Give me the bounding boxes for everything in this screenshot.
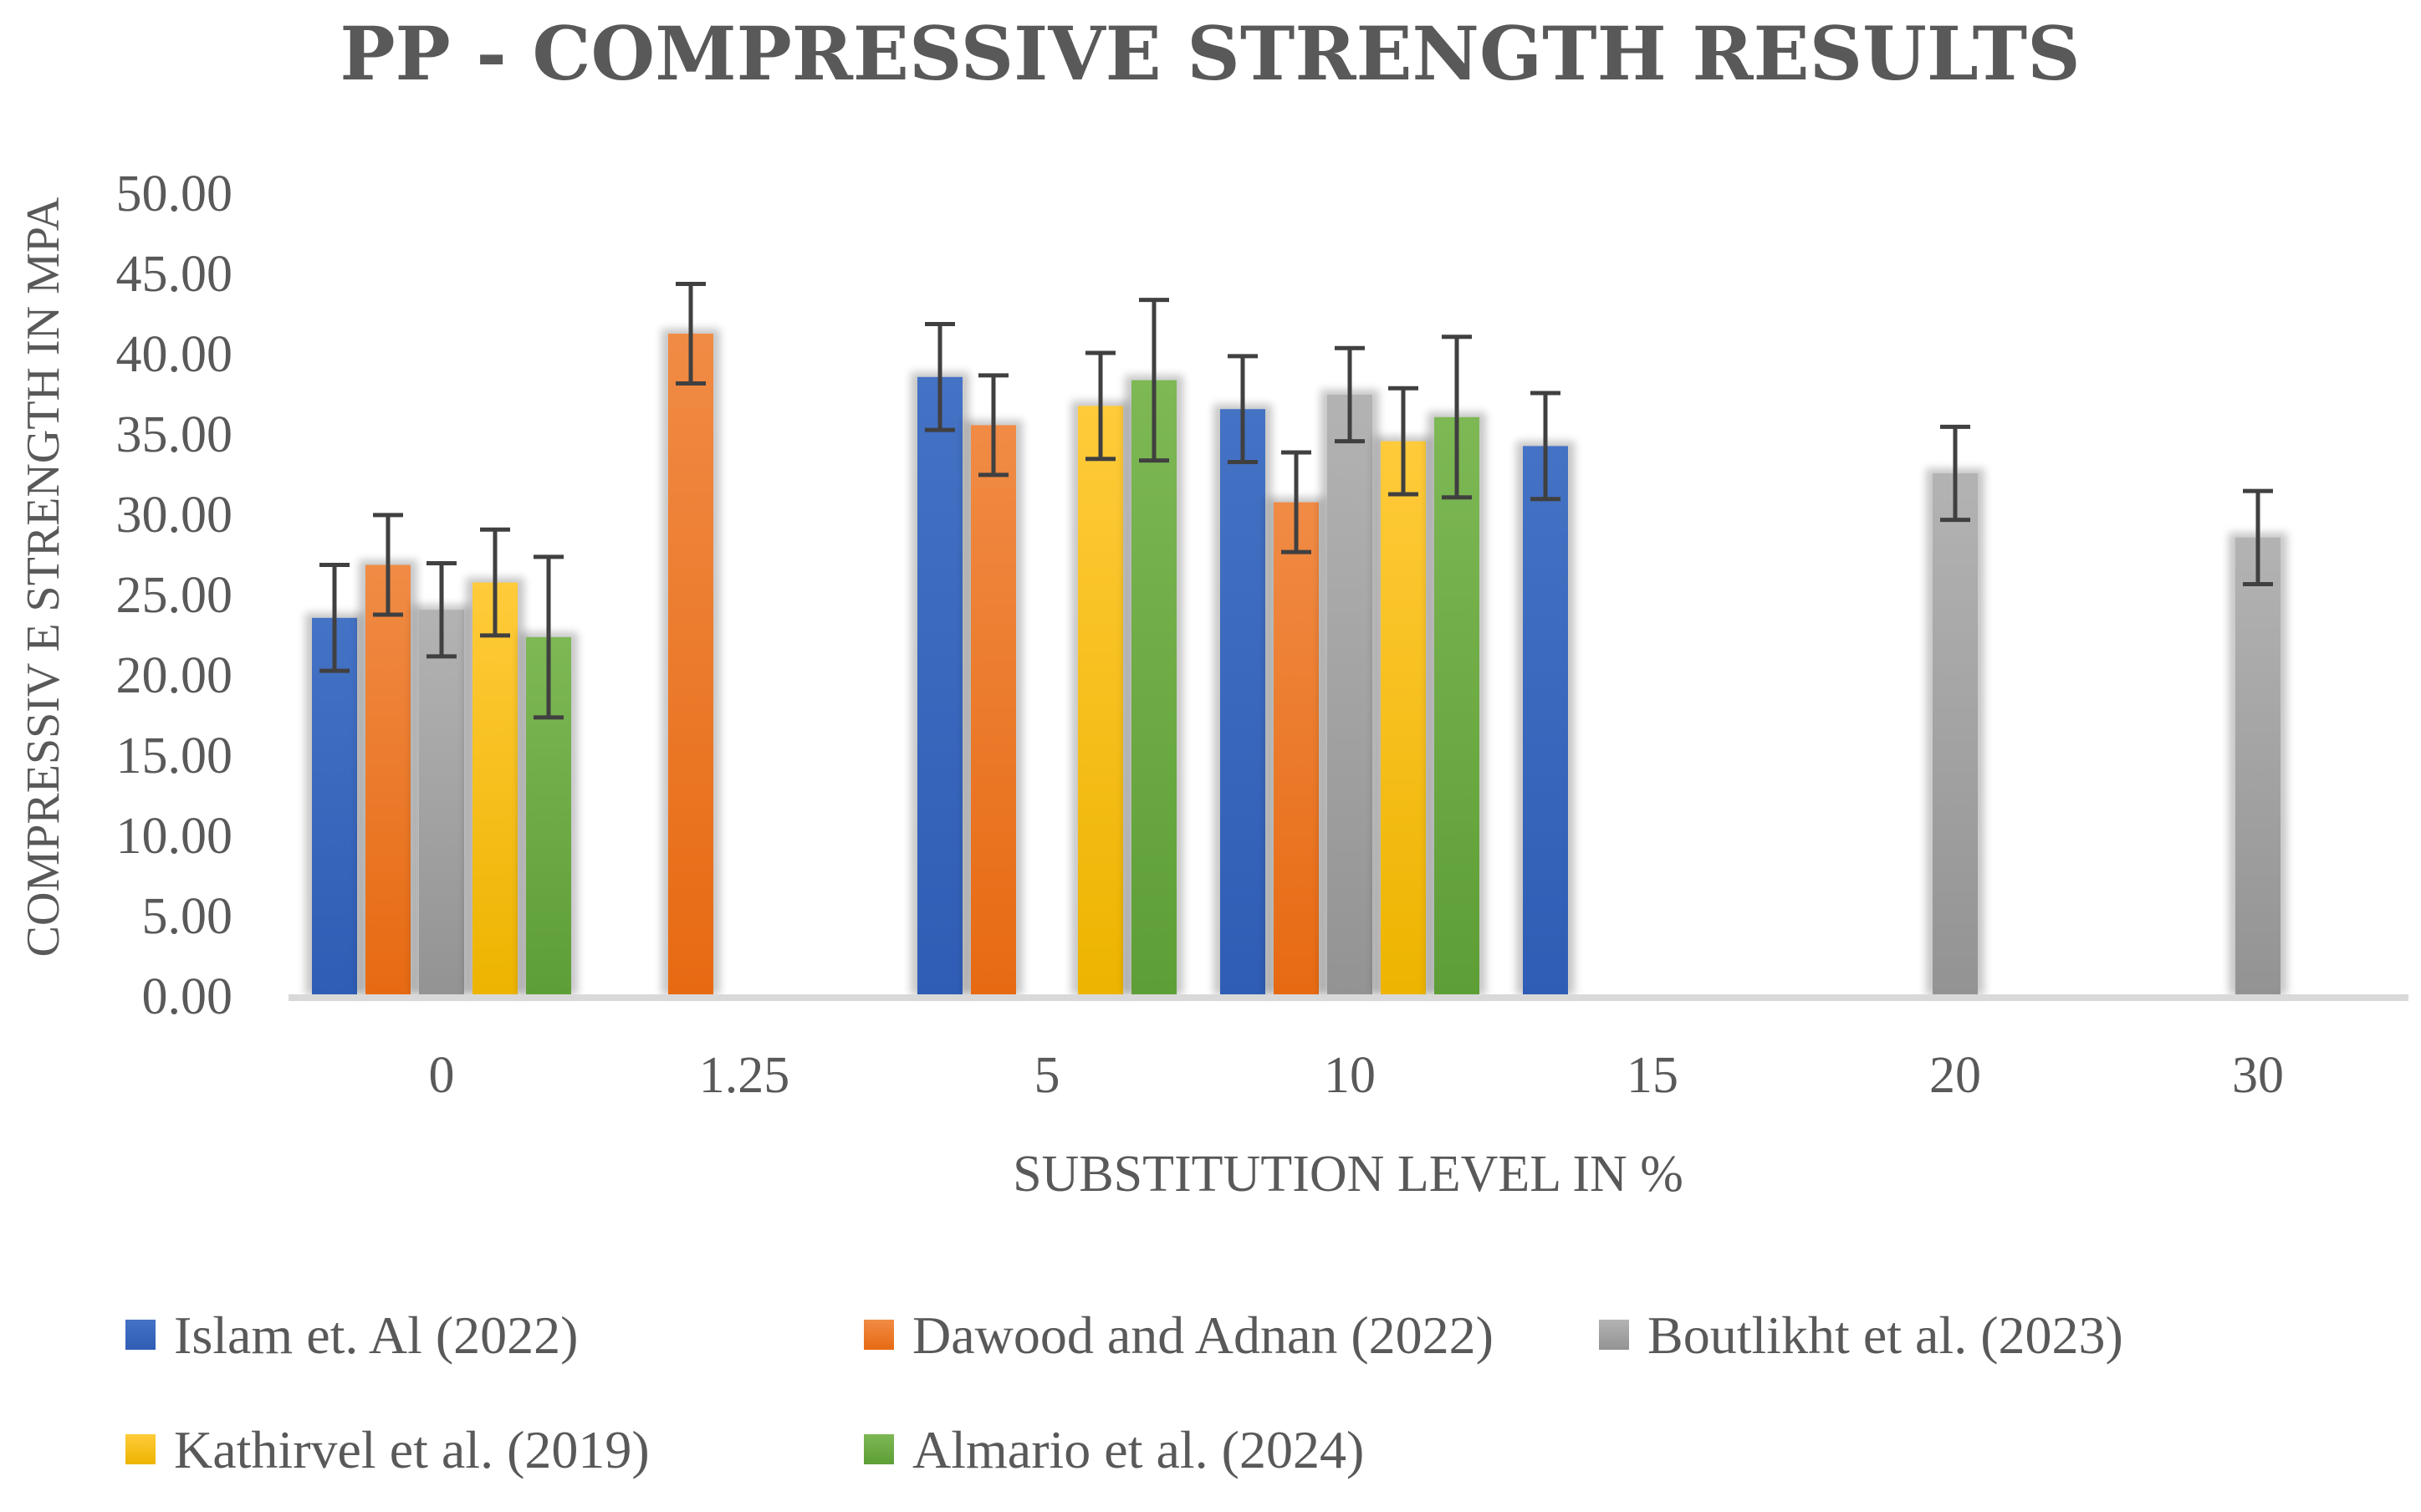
bar: [1327, 394, 1372, 995]
x-axis-label: SUBSTITUTION LEVEL IN %: [1013, 1146, 1683, 1203]
x-axis: 0 1.25 5 10 15 20 30: [429, 1047, 2285, 1104]
chart-title: PP - COMPRESSIVE STRENGTH RESULTS: [340, 10, 2080, 97]
legend-swatch: [1599, 1320, 1629, 1350]
error-bars: [319, 281, 2273, 720]
y-tick-label: 0.00: [142, 968, 233, 1025]
y-tick-label: 5.00: [142, 888, 233, 945]
bar: [1933, 473, 1978, 995]
x-tick-label: 0: [429, 1047, 455, 1104]
bar: [1274, 502, 1319, 995]
x-tick-label: 30: [2232, 1047, 2284, 1104]
bar: [1220, 409, 1265, 995]
legend-swatch: [125, 1434, 156, 1464]
legend-label: Boutlikht et al. (2023): [1647, 1305, 2123, 1365]
y-axis-label: COMPRESSIV E STRENGTH IN MPA: [18, 197, 69, 957]
legend-label: Almario et al. (2024): [912, 1420, 1364, 1479]
x-tick-label: 1.25: [699, 1047, 790, 1104]
y-tick-label: 30.00: [116, 487, 233, 544]
y-tick-label: 25.00: [116, 567, 233, 624]
bar: [1434, 416, 1479, 995]
bar: [1381, 441, 1426, 995]
bar: [668, 333, 713, 996]
x-tick-label: 15: [1627, 1047, 1678, 1104]
bars: [305, 328, 2287, 996]
legend-swatch: [864, 1434, 894, 1464]
bar: [917, 376, 963, 995]
bar: [1523, 446, 1568, 995]
y-tick-label: 45.00: [116, 246, 233, 303]
legend-swatch: [125, 1320, 156, 1350]
x-tick-label: 10: [1324, 1047, 1376, 1104]
y-tick-label: 10.00: [116, 808, 233, 865]
y-tick-label: 15.00: [116, 728, 233, 784]
y-tick-label: 50.00: [116, 166, 233, 222]
bar: [365, 564, 411, 995]
legend-swatch: [864, 1320, 894, 1350]
y-tick-label: 40.00: [116, 326, 233, 383]
bar: [419, 610, 464, 995]
bar: [1131, 380, 1177, 995]
legend-label: Dawood and Adnan (2022): [912, 1305, 1494, 1365]
legend: Islam et. Al (2022) Dawood and Adnan (202…: [125, 1305, 2123, 1479]
bar: [312, 617, 357, 995]
legend-label: Kathirvel et al. (2019): [174, 1420, 650, 1479]
y-axis: 0.00 5.00 10.00 15.00 20.00 25.00 30.00 35.00 40…: [116, 166, 233, 1025]
y-tick-label: 20.00: [116, 647, 233, 704]
bar: [971, 425, 1016, 995]
x-tick-label: 20: [1929, 1047, 1981, 1104]
x-tick-label: 5: [1034, 1047, 1060, 1104]
bar: [2235, 537, 2281, 995]
y-tick-label: 35.00: [116, 406, 233, 463]
bar: [1078, 406, 1123, 995]
bar: [472, 582, 518, 995]
legend-label: Islam et. Al (2022): [174, 1305, 578, 1365]
